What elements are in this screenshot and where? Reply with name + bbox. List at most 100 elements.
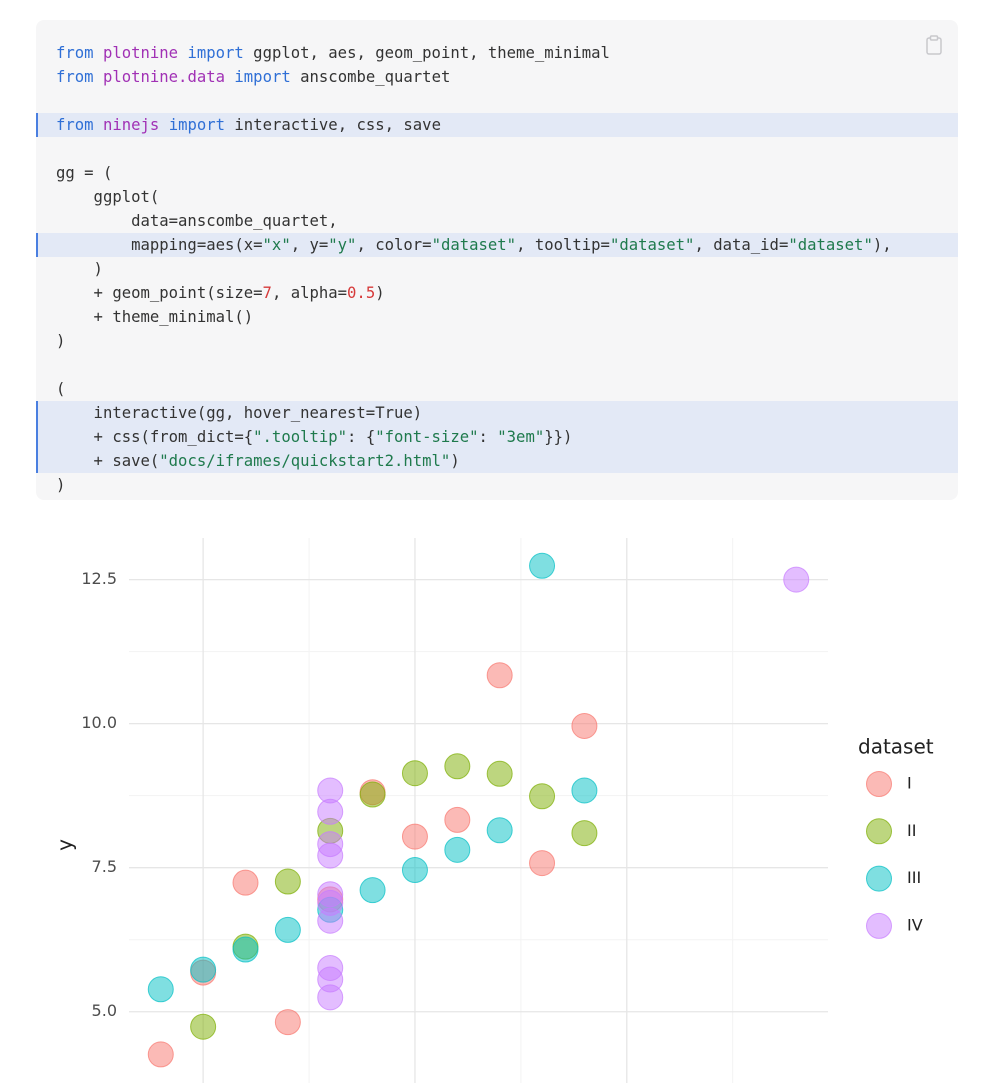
legend-label: II (907, 821, 916, 840)
code-token: import (234, 68, 291, 86)
point (147, 1041, 174, 1068)
point (401, 823, 428, 850)
code-line: + save("docs/iframes/quickstart2.html") (36, 449, 958, 473)
code-token (225, 68, 234, 86)
point (401, 857, 428, 884)
code-token: : (478, 428, 498, 446)
code-line: ) (36, 473, 958, 497)
code-token: "docs/iframes/quickstart2.html" (159, 452, 451, 470)
code-line: interactive(gg, hover_nearest=True) (36, 401, 958, 425)
code-line: ) (36, 257, 958, 281)
point (317, 889, 344, 916)
code-token: ggplot( (56, 188, 160, 206)
code-token (94, 116, 103, 134)
code-token: ) (56, 260, 103, 278)
point (274, 916, 301, 943)
code-token: import (187, 44, 244, 62)
code-token: mapping=aes(x= (56, 236, 263, 254)
code-line: data=anscombe_quartet, (36, 209, 958, 233)
code-token: ) (450, 452, 460, 470)
code-token (159, 116, 168, 134)
code-line (36, 353, 958, 377)
code-token: , data_id= (694, 236, 789, 254)
code-token: "font-size" (375, 428, 479, 446)
code-token: "dataset" (609, 236, 695, 254)
point (444, 753, 471, 780)
code-token: anscombe_quartet (290, 68, 451, 86)
code-token: ninejs (102, 116, 160, 134)
code-token: : { (347, 428, 376, 446)
legend-swatch (866, 818, 892, 845)
point (444, 806, 471, 833)
code-line: mapping=aes(x="x", y="y", color="dataset… (36, 233, 958, 257)
code-token: ) (56, 332, 66, 350)
point (317, 966, 344, 993)
code-token: import (168, 116, 226, 134)
code-token: "dataset" (788, 236, 873, 254)
code-line: ( (36, 377, 958, 401)
y-tick-label: 12.5 (81, 569, 117, 588)
code-token (94, 68, 103, 86)
code-token: data=anscombe_quartet, (56, 212, 338, 230)
code-token: ) (375, 284, 385, 302)
legend-swatch (866, 912, 892, 939)
point (359, 781, 386, 808)
code-token: gg = ( (56, 164, 113, 182)
legend-swatch (866, 865, 892, 892)
code-token: interactive, css, save (225, 116, 441, 134)
code-block: from plotnine import ggplot, aes, geom_p… (36, 20, 958, 500)
code-line: gg = ( (36, 161, 958, 185)
code-token: interactive(gg, hover_nearest=True) (56, 404, 423, 422)
point (783, 566, 810, 593)
code-token: , y= (290, 236, 329, 254)
code-token: "3em" (497, 428, 545, 446)
legend-label: III (907, 868, 921, 887)
code-token: from (56, 44, 94, 62)
code-token: "y" (328, 236, 357, 254)
legend-swatch (866, 771, 892, 797)
code-token: + css(from_dict={ (56, 428, 254, 446)
point (232, 869, 259, 896)
point (444, 836, 471, 863)
code-token: ) (56, 476, 66, 494)
code-token (94, 44, 103, 62)
legend-label: I (907, 774, 912, 793)
point (190, 1013, 217, 1040)
point (529, 552, 556, 579)
point (486, 817, 513, 844)
point (486, 662, 513, 689)
code-token: ( (56, 380, 66, 398)
code-token: 0.5 (347, 284, 376, 302)
code-token: , tooltip= (516, 236, 610, 254)
point (571, 777, 598, 804)
code-line: from plotnine.data import anscombe_quart… (36, 65, 958, 89)
y-tick-label: 5.0 (92, 1001, 117, 1020)
code-token: , color= (356, 236, 432, 254)
code-token: from (56, 116, 94, 134)
copy-button[interactable] (924, 34, 944, 56)
code-line: + css(from_dict={".tooltip": {"font-size… (36, 425, 958, 449)
code-line: from plotnine import ggplot, aes, geom_p… (36, 41, 958, 65)
y-tick-label: 10.0 (81, 713, 117, 732)
legend-label: IV (907, 915, 923, 934)
code-token: "dataset" (431, 236, 517, 254)
code-token: }}) (544, 428, 573, 446)
code-token: "x" (262, 236, 291, 254)
code-token: ".tooltip" (253, 428, 348, 446)
point (274, 1009, 301, 1036)
point (571, 712, 598, 739)
code-token: + theme_minimal() (56, 308, 254, 326)
y-axis-label: y (53, 839, 77, 851)
code-line: + theme_minimal() (36, 305, 958, 329)
code-line: from ninejs import interactive, css, sav… (36, 113, 958, 137)
point (317, 831, 344, 858)
point (359, 877, 386, 904)
code-token: , alpha= (271, 284, 348, 302)
code-line: ggplot( (36, 185, 958, 209)
code-token: plotnine (102, 44, 179, 62)
code-token: + save( (56, 452, 160, 470)
point (529, 783, 556, 810)
code-token: from (56, 68, 94, 86)
